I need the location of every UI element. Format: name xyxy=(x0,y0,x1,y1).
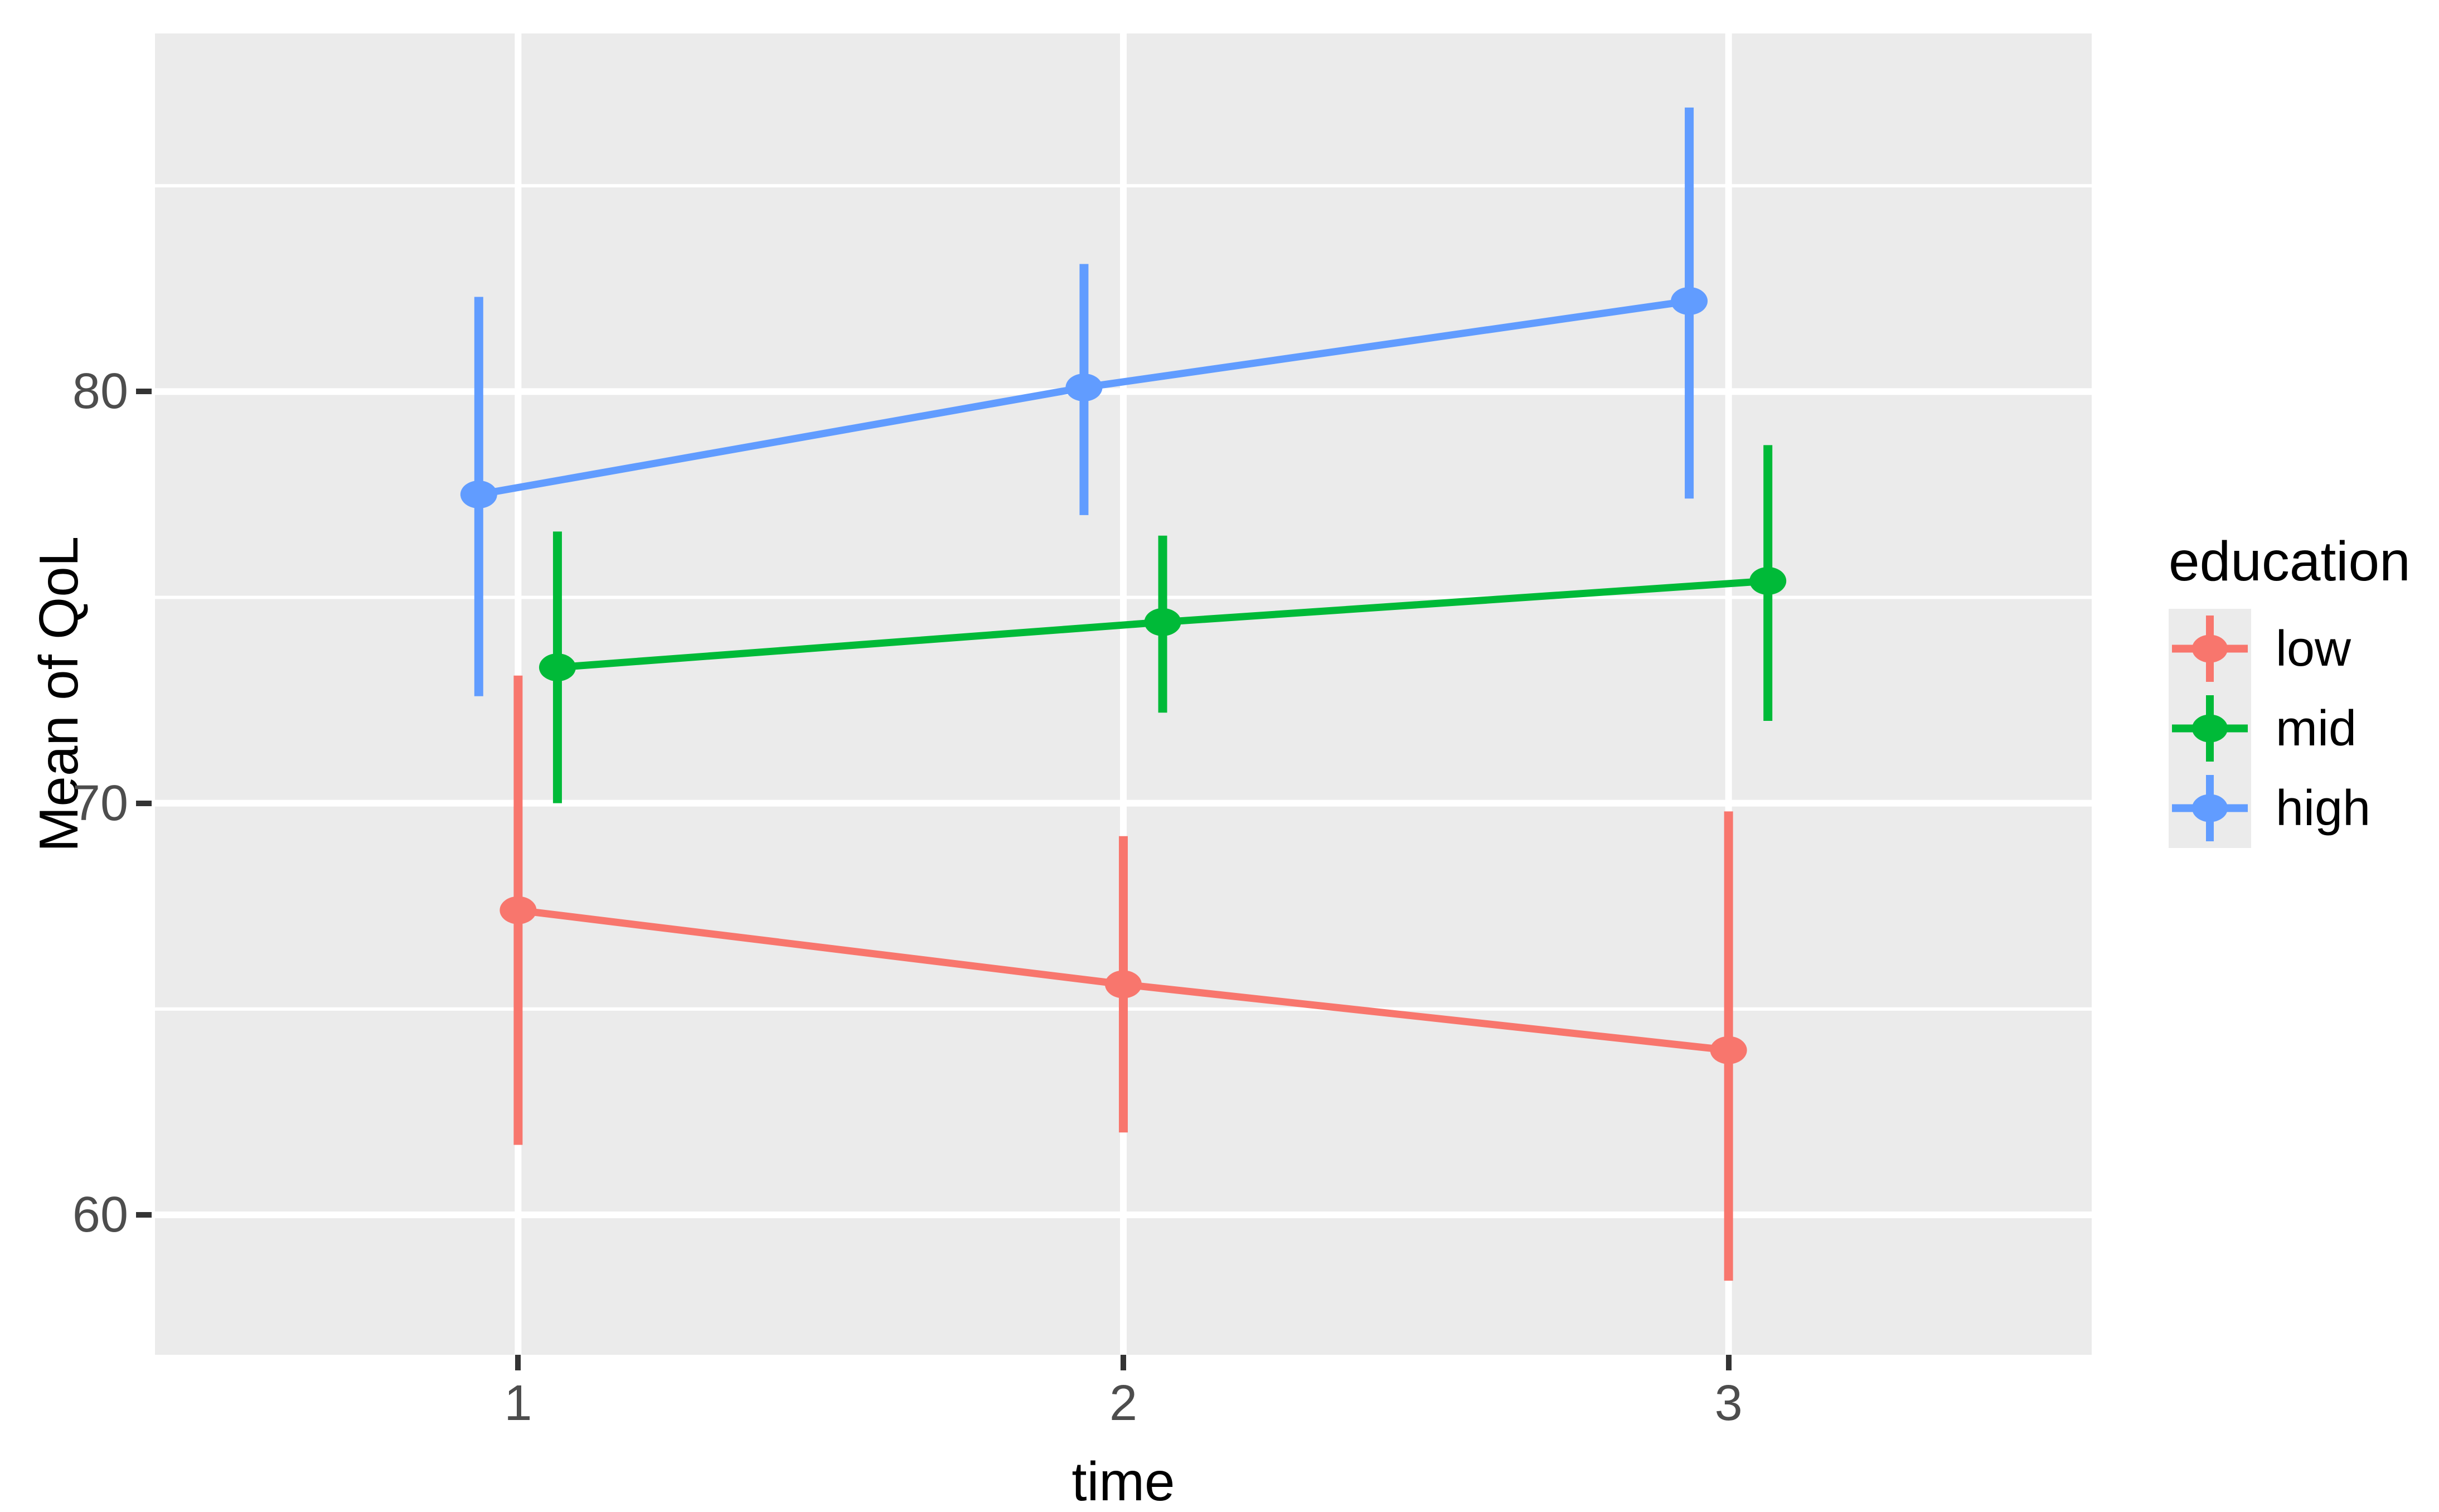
y-tick-mark xyxy=(136,800,152,806)
y-tick-label: 70 xyxy=(72,775,128,831)
legend-key-mid xyxy=(2169,689,2251,768)
legend-label-high: high xyxy=(2276,780,2371,836)
x-tick-label: 3 xyxy=(1714,1375,1743,1431)
data-point-low-t1 xyxy=(500,896,537,924)
plot-panel xyxy=(155,33,2092,1355)
legend-item-low: low xyxy=(2169,609,2411,689)
y-tick-label: 80 xyxy=(72,364,128,420)
legend-rows: low mid high xyxy=(2169,609,2411,848)
y-tick-mark xyxy=(136,1211,152,1218)
legend-key-crosshair-icon xyxy=(2172,695,2248,762)
data-point-mid-t2 xyxy=(1144,608,1181,636)
legend-item-mid: mid xyxy=(2169,689,2411,768)
x-axis-title: time xyxy=(1071,1451,1175,1512)
legend-key-high xyxy=(2169,768,2251,848)
legend-key-glyph-part xyxy=(2192,794,2228,822)
legend-key-crosshair-icon xyxy=(2172,616,2248,682)
legend-item-high: high xyxy=(2169,768,2411,848)
data-point-high-t1 xyxy=(460,480,497,508)
data-point-high-t3 xyxy=(1671,287,1708,315)
data-point-mid-t3 xyxy=(1749,566,1787,595)
x-tick-label: 1 xyxy=(504,1375,532,1431)
data-point-low-t2 xyxy=(1105,970,1142,999)
data-point-low-t3 xyxy=(1710,1036,1747,1064)
plot-area xyxy=(155,33,2092,1355)
data-point-mid-t1 xyxy=(539,653,576,682)
legend-title: education xyxy=(2169,530,2411,593)
legend-key-glyph-part xyxy=(2192,714,2228,743)
legend-key-low xyxy=(2169,609,2251,689)
x-tick-mark xyxy=(1725,1355,1732,1370)
legend: education low mid high xyxy=(2169,531,2411,848)
legend-label-mid: mid xyxy=(2276,700,2357,757)
y-tick-mark xyxy=(136,389,152,395)
legend-key-glyph-part xyxy=(2192,634,2228,663)
legend-key-crosshair-icon xyxy=(2172,775,2248,841)
data-point-high-t2 xyxy=(1065,373,1103,401)
legend-label-low: low xyxy=(2276,621,2351,677)
x-tick-mark xyxy=(515,1355,521,1370)
y-tick-label: 60 xyxy=(72,1186,128,1243)
x-tick-label: 2 xyxy=(1109,1375,1138,1431)
x-tick-mark xyxy=(1121,1355,1126,1370)
